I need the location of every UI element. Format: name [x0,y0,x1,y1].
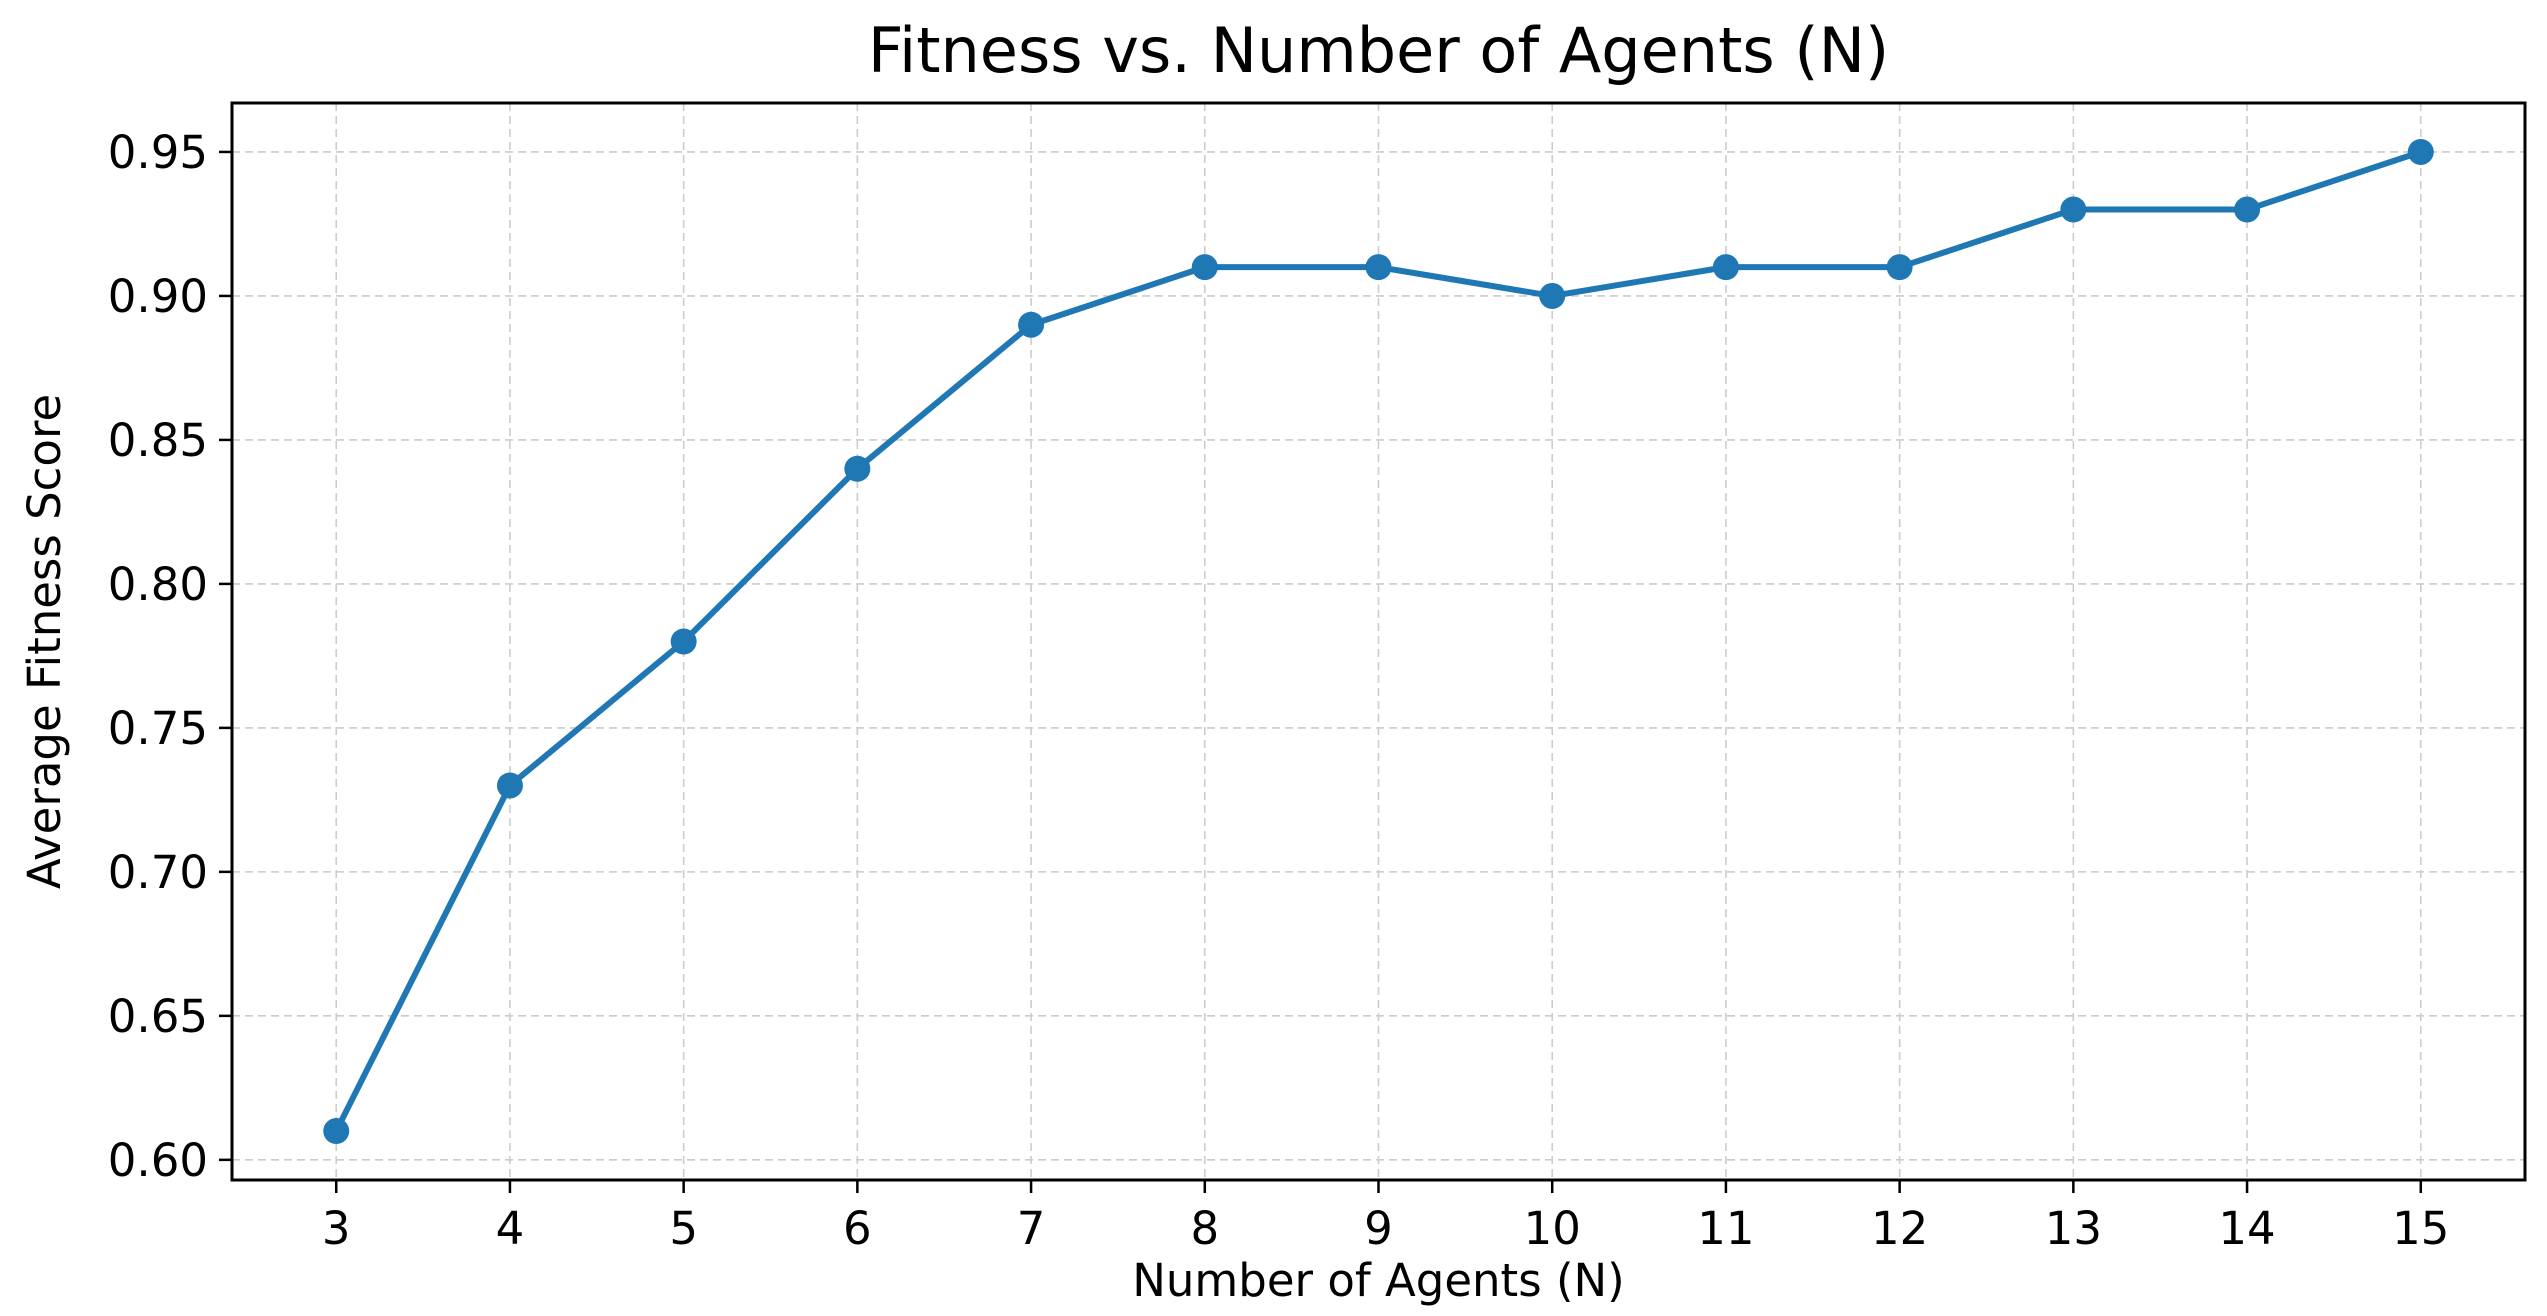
data-point [496,772,523,799]
data-point [1191,254,1218,281]
chart-title: Fitness vs. Number of Agents (N) [868,14,1889,87]
data-point [844,455,871,482]
y-tick-label: 0.90 [108,270,208,323]
x-tick-label: 10 [1524,1202,1581,1255]
y-tick-label: 0.80 [108,558,208,611]
data-point [1365,254,1392,281]
x-tick-label: 9 [1364,1202,1393,1255]
x-tick-label: 11 [1697,1202,1754,1255]
data-point [323,1118,350,1145]
x-tick-label: 3 [322,1202,351,1255]
x-tick-label: 5 [669,1202,698,1255]
x-tick-label: 12 [1871,1202,1928,1255]
data-point [2234,196,2261,223]
y-tick-label: 0.60 [108,1134,208,1187]
x-tick-label: 13 [2045,1202,2102,1255]
data-point [1712,254,1739,281]
x-tick-label: 14 [2218,1202,2275,1255]
y-tick-label: 0.95 [108,126,208,179]
x-axis-label: Number of Agents (N) [1132,1254,1624,1307]
grid [232,103,2525,1180]
x-tick-label: 6 [843,1202,872,1255]
x-tick-label: 7 [1017,1202,1046,1255]
x-axis: 3 4 5 6 7 8 9 10 11 12 13 14 15 [322,1180,2449,1255]
y-tick-label: 0.75 [108,702,208,755]
x-tick-label: 4 [496,1202,525,1255]
series-layer [323,138,2434,1145]
data-point [2060,196,2087,223]
y-axis-label: Average Fitness Score [18,394,71,889]
data-point [1539,282,1566,309]
y-tick-label: 0.85 [108,414,208,467]
data-point [1018,311,1045,338]
y-tick-label: 0.65 [108,990,208,1043]
x-tick-label: 8 [1190,1202,1219,1255]
data-point [670,628,697,655]
y-axis: 0.60 0.65 0.70 0.75 0.80 0.85 0.90 0.95 [108,126,232,1187]
data-point [1886,254,1913,281]
x-tick-label: 15 [2392,1202,2449,1255]
y-tick-label: 0.70 [108,846,208,899]
data-point [2407,138,2434,165]
